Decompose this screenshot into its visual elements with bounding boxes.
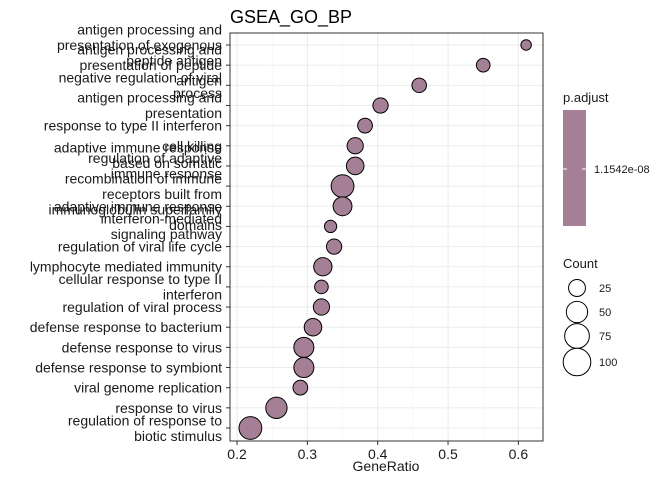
y-tick-label: cellular response to type II interferon bbox=[59, 271, 222, 303]
y-tick-label: response to virus bbox=[115, 400, 222, 416]
data-point bbox=[357, 117, 373, 134]
y-tick-label: defense response to symbiont bbox=[35, 360, 222, 376]
y-tick-label: viral genome replication bbox=[74, 380, 222, 396]
x-tick-label: 0.2 bbox=[227, 446, 247, 462]
data-point bbox=[303, 317, 323, 337]
size-legend-key bbox=[568, 279, 586, 297]
size-legend-label: 100 bbox=[599, 357, 617, 369]
y-tick-label: response to type II interferon bbox=[44, 118, 222, 134]
y-tick-labels: antigen processing and presentation of ex… bbox=[30, 22, 230, 444]
y-tick-label: regulation of viral life cycle bbox=[58, 239, 222, 255]
color-legend-label: 1.1542e-08 bbox=[594, 164, 650, 176]
y-tick-label: interferon-mediated signaling pathway bbox=[101, 211, 222, 243]
x-tick-label: 0.3 bbox=[298, 446, 318, 462]
data-point bbox=[312, 298, 331, 316]
data-point bbox=[265, 396, 288, 420]
color-legend-title: p.adjust bbox=[563, 90, 609, 105]
size-legend-label: 75 bbox=[599, 331, 611, 343]
y-tick-label: antigen processing and presentation bbox=[77, 90, 222, 122]
y-tick-label: antigen processing and presentation of ex… bbox=[57, 22, 222, 69]
data-point bbox=[292, 379, 309, 396]
data-point bbox=[325, 238, 343, 255]
size-legend-title: Count bbox=[563, 256, 598, 271]
data-point bbox=[330, 174, 355, 198]
data-point bbox=[372, 97, 389, 114]
data-point bbox=[411, 77, 427, 94]
x-tick-label: 0.5 bbox=[438, 446, 458, 462]
y-tick-label: regulation of adaptive immune response bbox=[88, 150, 222, 182]
data-point bbox=[323, 219, 338, 234]
y-tick-label: lymphocyte mediated immunity bbox=[30, 259, 222, 275]
data-point bbox=[313, 257, 333, 277]
data-point bbox=[332, 196, 353, 217]
y-tick-label: defense response to bacterium bbox=[30, 319, 222, 335]
size-legend: Count 25 50 75 100 bbox=[562, 256, 617, 377]
x-tick-label: 0.4 bbox=[368, 446, 388, 462]
size-legend-key bbox=[565, 300, 589, 324]
color-bar bbox=[563, 110, 586, 226]
x-axis-title: GeneRatio bbox=[353, 458, 420, 474]
x-axis: 0.2 0.3 0.4 0.5 0.6 bbox=[227, 441, 528, 462]
y-tick-label: antigen processing and presentation of pe… bbox=[77, 42, 222, 89]
data-point bbox=[345, 156, 365, 176]
data-point bbox=[520, 39, 532, 51]
size-legend-label: 50 bbox=[599, 307, 611, 319]
data-point bbox=[293, 336, 315, 358]
y-tick-label: cell killing bbox=[162, 138, 222, 154]
data-point bbox=[475, 57, 491, 73]
data-point bbox=[314, 279, 329, 295]
size-legend-key bbox=[562, 347, 592, 377]
color-legend: p.adjust 1.1542e-08 bbox=[563, 90, 650, 226]
y-tick-label: adaptive immune response bbox=[54, 198, 222, 214]
data-point bbox=[293, 356, 315, 379]
data-point bbox=[346, 137, 364, 155]
y-tick-label: negative regulation of viral process bbox=[59, 70, 222, 102]
y-tick-label: defense response to virus bbox=[62, 339, 222, 355]
y-tick-label: adaptive immune response based on somatic… bbox=[48, 139, 222, 233]
y-tick-label: regulation of response to biotic stimulus bbox=[68, 412, 222, 444]
size-legend-key bbox=[564, 323, 590, 349]
chart-title: GSEA_GO_BP bbox=[230, 7, 352, 28]
y-tick-label: regulation of viral process bbox=[62, 299, 222, 315]
panel-border bbox=[229, 32, 544, 442]
points-layer bbox=[238, 39, 532, 440]
grid-layer bbox=[230, 33, 543, 441]
x-tick-label: 0.6 bbox=[509, 446, 529, 462]
size-legend-label: 25 bbox=[599, 283, 611, 295]
data-point bbox=[238, 416, 263, 440]
